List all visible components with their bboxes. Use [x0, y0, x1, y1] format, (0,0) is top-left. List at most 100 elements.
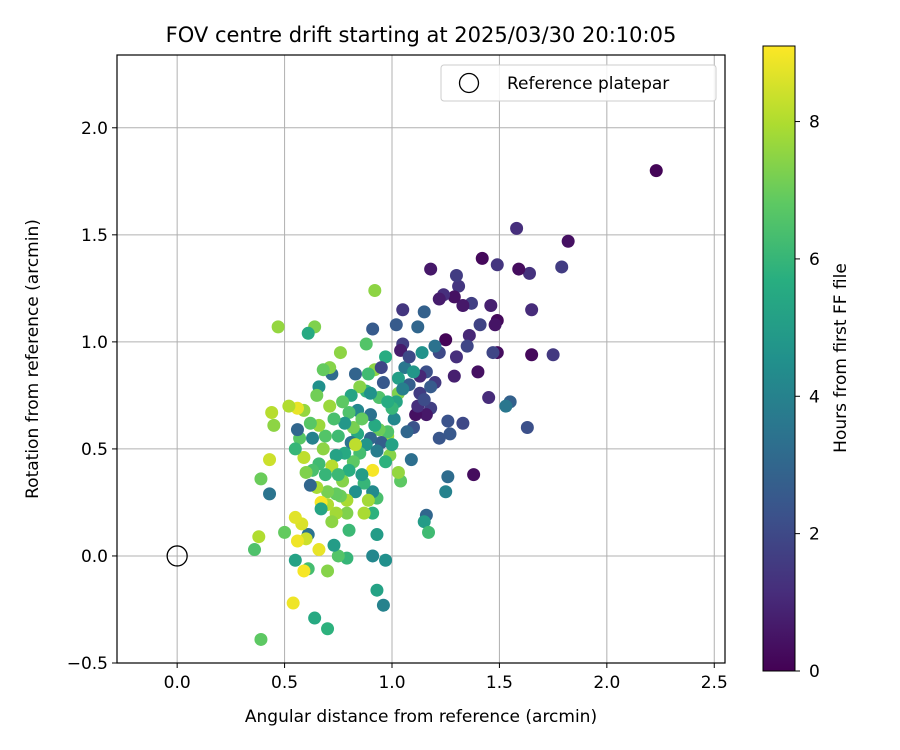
data-point [288, 510, 302, 524]
data-point [396, 382, 410, 396]
data-point [561, 234, 575, 248]
data-point [510, 221, 524, 235]
data-point [301, 326, 315, 340]
data-point [321, 622, 335, 636]
data-point [411, 320, 425, 334]
data-point [316, 442, 330, 456]
data-point [323, 399, 337, 413]
data-point [447, 290, 461, 304]
data-point [555, 260, 569, 274]
data-point [546, 348, 560, 362]
data-point [424, 262, 438, 276]
data-point [290, 423, 304, 437]
data-point [417, 305, 431, 319]
x-axis-label: Angular distance from reference (arcmin) [245, 707, 597, 727]
data-point [263, 453, 277, 467]
y-tick-label: −0.5 [67, 654, 108, 674]
data-point [267, 418, 281, 432]
data-point [366, 322, 380, 336]
data-point [310, 388, 324, 402]
data-point [318, 429, 332, 443]
data-point [316, 363, 330, 377]
grid-lines [117, 55, 725, 664]
data-point [348, 367, 362, 381]
data-point [379, 455, 393, 469]
data-point [331, 429, 345, 443]
data-point [462, 328, 476, 342]
data-point [342, 523, 356, 537]
data-point [331, 549, 345, 563]
data-point [391, 465, 405, 479]
data-point [288, 442, 302, 456]
data-point [325, 515, 339, 529]
data-point [432, 431, 446, 445]
data-point [357, 506, 371, 520]
x-axis-ticks: 0.0 0.5 1.0 1.5 2.0 2.5 [164, 663, 728, 693]
data-point [460, 339, 474, 353]
data-point [484, 298, 498, 312]
data-point [361, 493, 375, 507]
reference-platepar-marker [166, 545, 188, 567]
data-point [522, 266, 536, 280]
colorbar-ticks: 0 2 4 6 8 [795, 113, 820, 682]
data-point [355, 412, 369, 426]
data-point [338, 416, 352, 430]
data-point [271, 320, 285, 334]
data-point [391, 371, 405, 385]
data-point [336, 395, 350, 409]
data-point [303, 416, 317, 430]
data-points [247, 164, 663, 646]
data-point [379, 553, 393, 567]
data-point [333, 346, 347, 360]
data-point [417, 515, 431, 529]
data-point [381, 395, 395, 409]
data-point [406, 365, 420, 379]
legend: Reference platepar [440, 64, 717, 102]
data-point [525, 348, 539, 362]
data-point [312, 543, 326, 557]
data-point [297, 564, 311, 578]
data-point [443, 427, 457, 441]
data-point [389, 318, 403, 332]
data-point [368, 283, 382, 297]
data-point [342, 463, 356, 477]
data-point [404, 453, 418, 467]
data-point [379, 350, 393, 364]
data-point [247, 543, 261, 557]
data-point [449, 269, 463, 283]
data-point [387, 412, 401, 426]
data-point [331, 468, 345, 482]
data-point [359, 337, 373, 351]
data-point [424, 380, 438, 394]
data-point [473, 318, 487, 332]
x-tick-label: 1.5 [486, 673, 513, 693]
data-point [366, 549, 380, 563]
data-point [419, 408, 433, 422]
data-point [649, 164, 663, 178]
colorbar-tick-label: 4 [809, 387, 820, 407]
data-point [303, 478, 317, 492]
data-point [286, 596, 300, 610]
data-point [370, 444, 384, 458]
y-axis-ticks: −0.5 0.0 0.5 1.0 1.5 2.0 [67, 119, 117, 674]
data-point [254, 472, 268, 486]
data-point [376, 376, 390, 390]
data-point [327, 538, 341, 552]
data-point [428, 339, 442, 353]
data-point [432, 292, 446, 306]
data-point [368, 418, 382, 432]
data-point [348, 438, 362, 452]
data-point [488, 318, 502, 332]
data-point [456, 416, 470, 430]
x-tick-label: 2.5 [701, 673, 728, 693]
data-point [417, 393, 431, 407]
data-point [329, 448, 343, 462]
data-point [499, 399, 513, 413]
x-tick-label: 0.0 [164, 673, 191, 693]
colorbar-label: Hours from first FF file [831, 263, 851, 453]
data-point [486, 346, 500, 360]
data-point [282, 399, 296, 413]
colorbar-tick-label: 8 [809, 113, 820, 133]
data-point [439, 485, 453, 499]
